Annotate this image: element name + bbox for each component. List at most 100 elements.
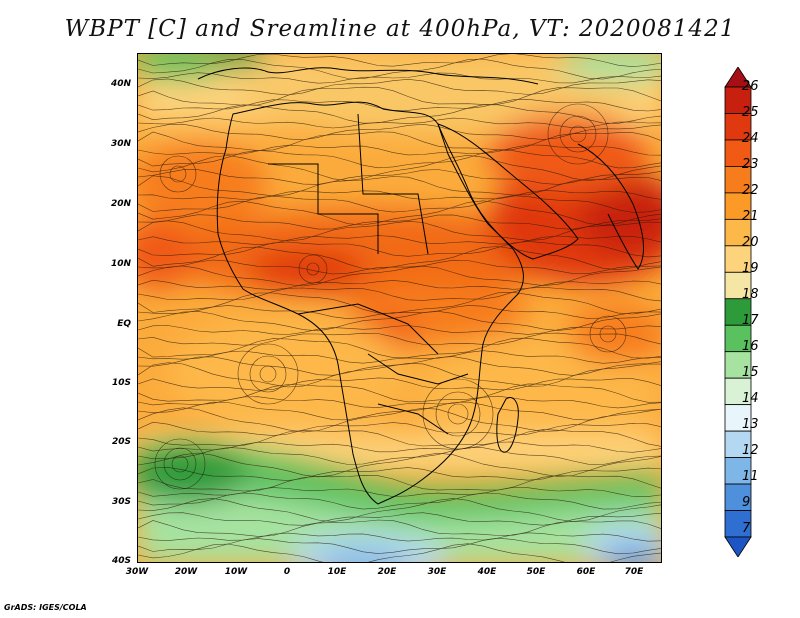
coastlines — [197, 67, 644, 505]
colorbar — [724, 67, 752, 557]
map-panel — [137, 53, 662, 563]
lat-label-10s: 10S — [111, 378, 131, 388]
colorbar-label-13: 13 — [742, 417, 759, 432]
colorbar-label-9: 9 — [742, 495, 751, 510]
streamline — [138, 421, 661, 436]
colorbar-label-11: 11 — [742, 469, 759, 484]
streamline — [138, 58, 661, 80]
lon-label-20e: 20E — [377, 567, 397, 577]
streamline — [138, 498, 661, 522]
colorbar-segment — [724, 377, 752, 406]
streamline — [138, 78, 661, 96]
colorbar-segment — [724, 536, 752, 557]
lat-label-20n: 20N — [110, 199, 131, 209]
lat-label-40s: 40S — [111, 556, 131, 566]
streamline — [138, 117, 661, 129]
streamline — [138, 325, 661, 335]
colorbar-segment — [724, 324, 752, 353]
streamline — [138, 149, 661, 169]
streamline — [138, 123, 661, 141]
wbpt-field — [138, 54, 661, 562]
lat-label-20s: 20S — [111, 437, 131, 447]
colorbar-segment — [724, 86, 752, 114]
streamline — [138, 447, 661, 465]
lon-label-50e: 50E — [526, 567, 546, 577]
streamline — [138, 537, 661, 555]
streamline — [138, 519, 661, 537]
lat-label-30s: 30S — [111, 497, 131, 507]
streamline — [138, 332, 661, 346]
streamline — [138, 492, 661, 510]
colorbar-label-14: 14 — [742, 391, 759, 406]
streamline — [138, 441, 661, 453]
streamline — [138, 532, 661, 542]
streamline — [138, 131, 661, 151]
streamline — [138, 350, 661, 364]
streamline — [138, 291, 661, 315]
lon-label-10w: 10W — [224, 567, 248, 577]
streamline — [138, 407, 661, 433]
colorbar-segment — [724, 351, 752, 379]
streamline — [138, 195, 661, 213]
colorbar-label-25: 25 — [742, 105, 759, 120]
colorbar-label-19: 19 — [742, 261, 759, 276]
colorbar-label-26: 26 — [742, 79, 759, 94]
streamline — [138, 259, 661, 275]
streamline — [138, 265, 661, 287]
colorbar-label-7: 7 — [742, 521, 751, 536]
credit-text: GrADS: IGES/COLA — [4, 603, 87, 612]
colorbar-segment — [724, 298, 752, 326]
colorbar-segment — [724, 483, 752, 511]
colorbar-segment — [724, 430, 752, 458]
lon-label-40e: 40E — [477, 567, 497, 577]
streamline — [138, 286, 661, 302]
lon-label-30w: 30W — [125, 567, 149, 577]
streamline — [138, 401, 661, 421]
lat-label-40n: 40N — [110, 79, 131, 89]
streamline — [138, 54, 661, 68]
lat-label-30n: 30N — [110, 139, 131, 149]
streamline — [138, 362, 661, 388]
lat-label-10n: 10N — [110, 259, 131, 269]
colorbar-label-17: 17 — [742, 313, 759, 328]
streamline — [138, 235, 661, 246]
colorbar-label-12: 12 — [742, 443, 759, 458]
streamline — [138, 487, 661, 497]
streamline — [138, 475, 661, 492]
streamline — [138, 72, 661, 84]
colorbar-segment — [724, 404, 752, 432]
streamline — [138, 214, 661, 230]
streamline — [138, 220, 661, 242]
streamline — [138, 200, 661, 226]
colorbar-label-22: 22 — [742, 183, 759, 198]
streamline — [138, 175, 661, 197]
colorbar-label-23: 23 — [742, 157, 759, 172]
streamline — [138, 154, 661, 182]
streamline — [138, 429, 661, 447]
lon-label-20w: 20W — [174, 567, 198, 577]
lon-label-30e: 30E — [427, 567, 447, 577]
colorbar-label-18: 18 — [742, 287, 759, 302]
streamline — [138, 452, 661, 478]
streamline — [138, 512, 661, 526]
streamline — [138, 241, 661, 258]
lon-label-70e: 70E — [624, 567, 644, 577]
lon-label-10e: 10E — [327, 567, 347, 577]
streamline — [138, 246, 661, 271]
colorbar-segment — [724, 192, 752, 220]
streamline — [138, 86, 661, 106]
streamline — [138, 305, 661, 320]
streamline — [138, 543, 661, 562]
colorbar-label-24: 24 — [742, 131, 759, 146]
streamline — [138, 395, 661, 409]
streamline — [138, 383, 661, 403]
streamlines — [138, 54, 661, 562]
lat-label-eq: EQ — [117, 319, 131, 329]
streamline — [138, 310, 661, 332]
lon-label-0: 0 — [283, 567, 291, 577]
colorbar-segment — [724, 510, 752, 538]
streamline — [138, 377, 661, 391]
colorbar-segment — [724, 113, 752, 141]
colorbar-label-15: 15 — [742, 365, 759, 380]
streamline — [138, 467, 661, 481]
